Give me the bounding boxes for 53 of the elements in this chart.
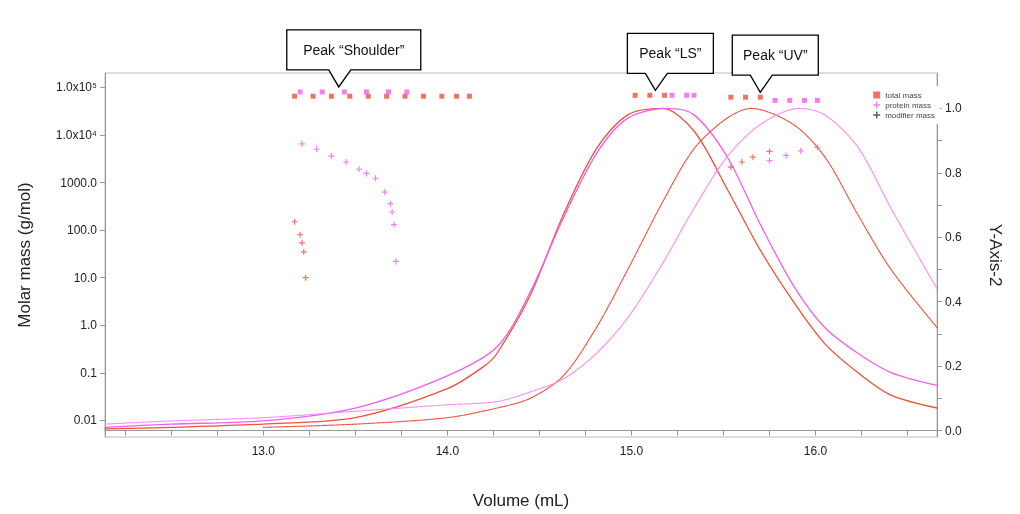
x-tick-label: 14.0 (435, 444, 460, 458)
point (356, 166, 363, 173)
y2-tick-label: 1.0 (945, 101, 963, 116)
y-tick-label: 0.01 (73, 413, 98, 428)
point (328, 153, 335, 160)
x-axis-title: Volume (mL) (472, 491, 570, 510)
point (343, 158, 350, 165)
x-tick-label: 16.0 (803, 444, 828, 458)
point (647, 92, 653, 98)
point (347, 93, 353, 99)
point (757, 94, 763, 100)
y-tick-label: 100.0 (66, 223, 98, 238)
legend-label: modifier mass (885, 110, 936, 120)
annotation: Peak “Shoulder” (303, 41, 405, 58)
point (662, 92, 668, 98)
legend-label: total mass (885, 90, 922, 100)
x-tick-label: 15.0 (619, 444, 644, 458)
point (310, 93, 316, 99)
point (390, 221, 397, 228)
annotation: Peak “LS” (639, 45, 702, 62)
y-tick-label: 1000.0 (60, 175, 98, 190)
y2-tick-label: 0.6 (945, 230, 963, 245)
x-tick-label: 13.0 (251, 444, 276, 458)
point (439, 93, 445, 99)
y2-tick-label: 0.2 (945, 359, 963, 374)
point (389, 209, 396, 216)
point (466, 93, 472, 99)
point (292, 93, 298, 99)
point (384, 93, 390, 99)
point (402, 93, 408, 99)
point (298, 140, 305, 147)
point (454, 93, 460, 99)
y2-tick-label: 0.4 (945, 294, 963, 309)
point (728, 94, 734, 100)
point (328, 93, 334, 99)
y-tick-label: 1.0 (80, 318, 98, 333)
point (632, 92, 638, 98)
y-tick-label: 1.0x10⁴ (55, 127, 97, 142)
point (743, 94, 749, 100)
y-tick-label: 0.1 (80, 365, 98, 380)
y-tick-label: 1.0x10⁵ (55, 80, 98, 95)
point (783, 152, 790, 159)
point (797, 147, 804, 154)
y2-axis-title: Y-Axis-2 (986, 223, 1005, 287)
legend-label: protein mass (885, 100, 932, 110)
y2-tick-label: 0.0 (945, 423, 963, 438)
point (365, 93, 371, 99)
point (381, 189, 388, 196)
y-tick-label: 10.0 (73, 270, 98, 285)
point (420, 93, 426, 99)
y-axis-title: Molar mass (g/mol) (15, 182, 34, 328)
annotation: Peak “UV” (743, 47, 808, 64)
y2-tick-label: 0.8 (945, 165, 963, 180)
